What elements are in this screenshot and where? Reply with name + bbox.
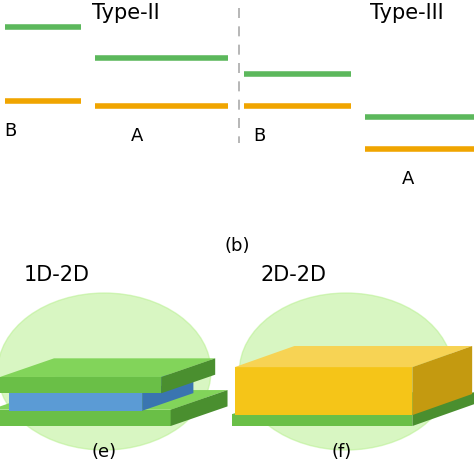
Text: 1D-2D: 1D-2D <box>24 264 90 285</box>
Ellipse shape <box>239 293 453 450</box>
Ellipse shape <box>0 293 211 450</box>
Text: (f): (f) <box>331 443 351 461</box>
Polygon shape <box>235 346 472 367</box>
Polygon shape <box>0 377 161 393</box>
Polygon shape <box>9 374 193 392</box>
Text: B: B <box>254 128 266 146</box>
Polygon shape <box>232 414 412 426</box>
Text: (b): (b) <box>224 237 250 255</box>
Text: Type-II: Type-II <box>92 3 159 23</box>
Polygon shape <box>232 392 474 414</box>
Text: Type-III: Type-III <box>370 3 443 23</box>
Polygon shape <box>412 346 472 415</box>
Polygon shape <box>171 390 228 426</box>
Text: B: B <box>5 122 17 140</box>
Text: (e): (e) <box>91 443 117 461</box>
Polygon shape <box>0 358 215 377</box>
Polygon shape <box>0 390 228 410</box>
Polygon shape <box>9 392 142 411</box>
Polygon shape <box>0 410 171 426</box>
Polygon shape <box>142 374 193 411</box>
Polygon shape <box>161 358 215 393</box>
Polygon shape <box>412 392 474 426</box>
Text: A: A <box>401 170 414 188</box>
Text: A: A <box>131 128 144 146</box>
Text: 2D-2D: 2D-2D <box>261 264 327 285</box>
Polygon shape <box>235 367 412 415</box>
